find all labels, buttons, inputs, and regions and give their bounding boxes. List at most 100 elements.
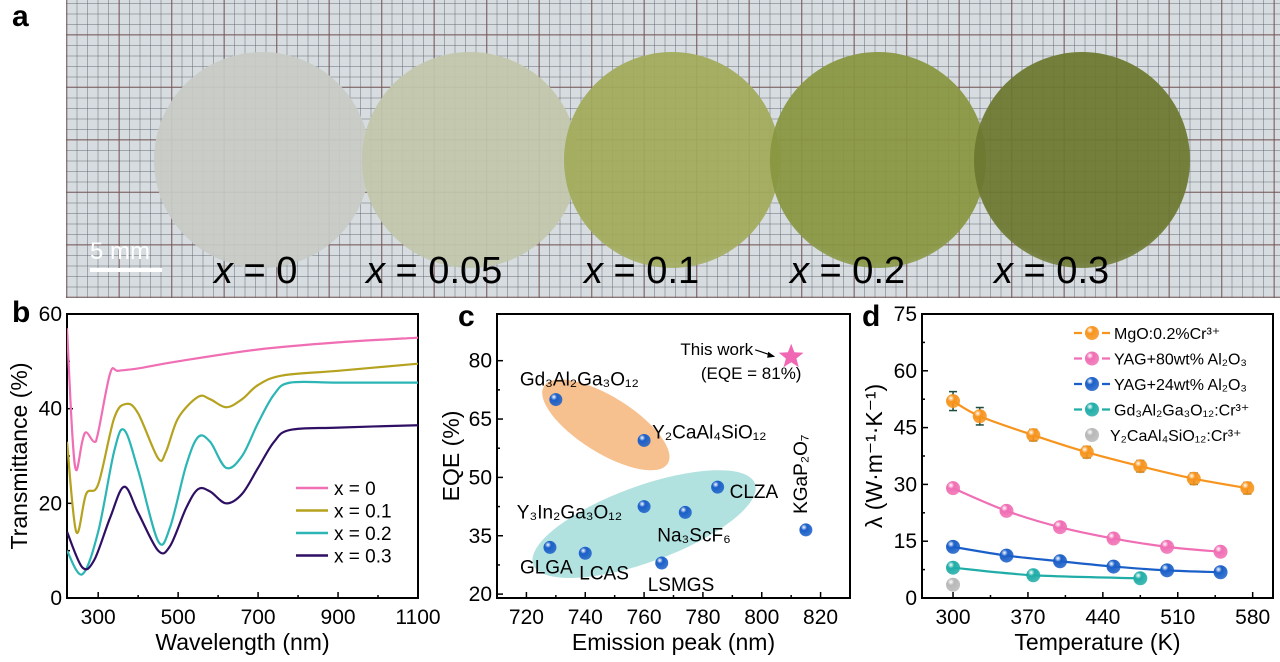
legend-label: Gd₃Al₂Ga₃O₁₂:Cr³⁺ xyxy=(1114,403,1249,420)
y-tick-label: 15 xyxy=(894,530,917,553)
point-label: Y₂CaAl₄SiO₁₂ xyxy=(652,422,766,443)
panel-label-d: d xyxy=(862,300,881,333)
data-point xyxy=(946,481,961,496)
y-tick-label: 60 xyxy=(39,303,62,326)
legend-swatch-marker xyxy=(1085,377,1099,391)
data-point xyxy=(999,548,1014,563)
x-tick-label: 740 xyxy=(568,606,603,629)
y-axis-title: λ (W·m⁻¹·K⁻¹) xyxy=(861,384,887,528)
point-label: Y₃In₂Ga₃O₁₂ xyxy=(517,503,622,524)
y-axis-title: Transmittance (%) xyxy=(6,362,32,549)
data-point xyxy=(1053,554,1068,569)
data-point xyxy=(637,433,651,447)
legend-swatch-marker xyxy=(1085,326,1099,340)
y-tick-label: 60 xyxy=(894,360,917,383)
x-tick-label: 820 xyxy=(803,606,838,629)
data-point xyxy=(1160,563,1175,578)
x-axis-title: Temperature (K) xyxy=(1014,629,1180,655)
legend-swatch-marker xyxy=(1085,428,1099,442)
x-tick-label: 440 xyxy=(1085,606,1120,629)
legend-label: Y₂CaAl₄SiO₁₂:Cr³⁺ xyxy=(1110,428,1241,445)
point-label: Gd₃Al₂Ga₃O₁₂ xyxy=(520,370,639,391)
legend-label: x = 0.2 xyxy=(334,524,392,545)
data-point xyxy=(637,500,651,514)
point-label: Na₃ScF₆ xyxy=(657,525,730,546)
arrow-head xyxy=(767,351,776,358)
data-point xyxy=(972,409,987,424)
legend-label: YAG+24wt% Al₂O₃ xyxy=(1114,377,1247,394)
legend-swatch-marker xyxy=(1085,351,1099,366)
data-point xyxy=(578,546,592,560)
sample-photo: 5 mm x = 0 x = 0.05 x = 0.1 x = 0.2 x = … xyxy=(66,0,1280,298)
data-point xyxy=(1133,459,1148,474)
x-tick-label: 800 xyxy=(744,606,779,629)
data-point xyxy=(1053,520,1068,535)
panel-label-a: a xyxy=(12,0,29,33)
data-point xyxy=(1106,531,1121,546)
x-axis-title: Emission peak (nm) xyxy=(572,629,775,655)
data-point xyxy=(1026,568,1041,583)
sample-disc-3 xyxy=(770,52,986,268)
data-point xyxy=(1240,481,1255,496)
series-line xyxy=(952,487,1221,553)
y-tick-label: 45 xyxy=(894,417,917,440)
data-point xyxy=(946,539,961,554)
sample-label-1: x = 0.05 xyxy=(366,250,503,292)
y-tick-label: 20 xyxy=(39,492,62,515)
chart-c: 720 740 760 780 800 820 20 35 50 65 80 Emission pea… xyxy=(438,313,851,655)
data-point xyxy=(799,523,813,537)
data-point xyxy=(1079,445,1094,460)
legend-label: x = 0.3 xyxy=(334,547,392,568)
data-point xyxy=(1160,539,1175,554)
series-line xyxy=(952,545,1221,574)
x-axis-title: Wavelength (nm) xyxy=(155,629,329,655)
x-tick-label: 370 xyxy=(1010,606,1045,629)
sample-label-4: x = 0.3 xyxy=(994,250,1110,292)
scale-bar xyxy=(90,268,162,272)
x-tick-label: 780 xyxy=(685,606,720,629)
x-tick-label: 1100 xyxy=(395,606,440,629)
data-point xyxy=(1213,544,1228,559)
y-tick-label: 80 xyxy=(469,350,492,373)
x-tick-label: 580 xyxy=(1235,606,1270,629)
panel-label-c: c xyxy=(458,300,475,333)
series-line xyxy=(67,362,418,535)
panel-label-b: b xyxy=(12,296,31,329)
legend-label: YAG+80wt% Al₂O₃ xyxy=(1114,352,1247,369)
y-tick-label: 30 xyxy=(894,473,917,496)
y-tick-label: 35 xyxy=(469,525,492,548)
sample-label-3: x = 0.2 xyxy=(790,250,906,292)
this-work-note: (EQE = 81%) xyxy=(701,364,802,383)
sample-label-2: x = 0.1 xyxy=(584,250,700,292)
sample-disc-4 xyxy=(974,52,1190,268)
data-point xyxy=(946,560,961,575)
data-point xyxy=(1213,565,1228,580)
data-point xyxy=(946,577,961,592)
legend-swatch-marker xyxy=(1085,402,1099,417)
y-tick-label: 75 xyxy=(894,303,917,326)
point-label: GLGA xyxy=(520,557,573,578)
x-tick-label: 510 xyxy=(1160,606,1195,629)
point-label: LCAS xyxy=(579,563,629,584)
y-tick-label: 0 xyxy=(905,587,917,610)
chart-d: 300 370 440 510 580 0 15 30 45 60 75 Temperature (K… xyxy=(861,303,1274,655)
data-point xyxy=(1106,559,1121,574)
y-tick-label: 20 xyxy=(469,583,492,606)
data-point xyxy=(543,540,557,554)
data-point xyxy=(1026,428,1041,443)
x-tick-label: 500 xyxy=(161,606,196,629)
data-point xyxy=(946,394,961,409)
point-label: KGaP₂O₇ xyxy=(791,435,812,514)
this-work-star xyxy=(778,343,804,368)
y-tick-label: 40 xyxy=(39,398,62,421)
chart-b: 300 500 700 900 1100 0 20 40 60 Wavelength (nm) Tr… xyxy=(6,303,441,655)
x-tick-label: 720 xyxy=(509,606,544,629)
x-tick-label: 300 xyxy=(81,606,116,629)
data-point xyxy=(655,556,669,570)
y-tick-label: 50 xyxy=(469,466,492,489)
sample-disc-0 xyxy=(154,52,370,268)
sample-disc-1 xyxy=(362,52,578,268)
x-tick-label: 300 xyxy=(936,606,971,629)
series-line xyxy=(67,328,418,472)
